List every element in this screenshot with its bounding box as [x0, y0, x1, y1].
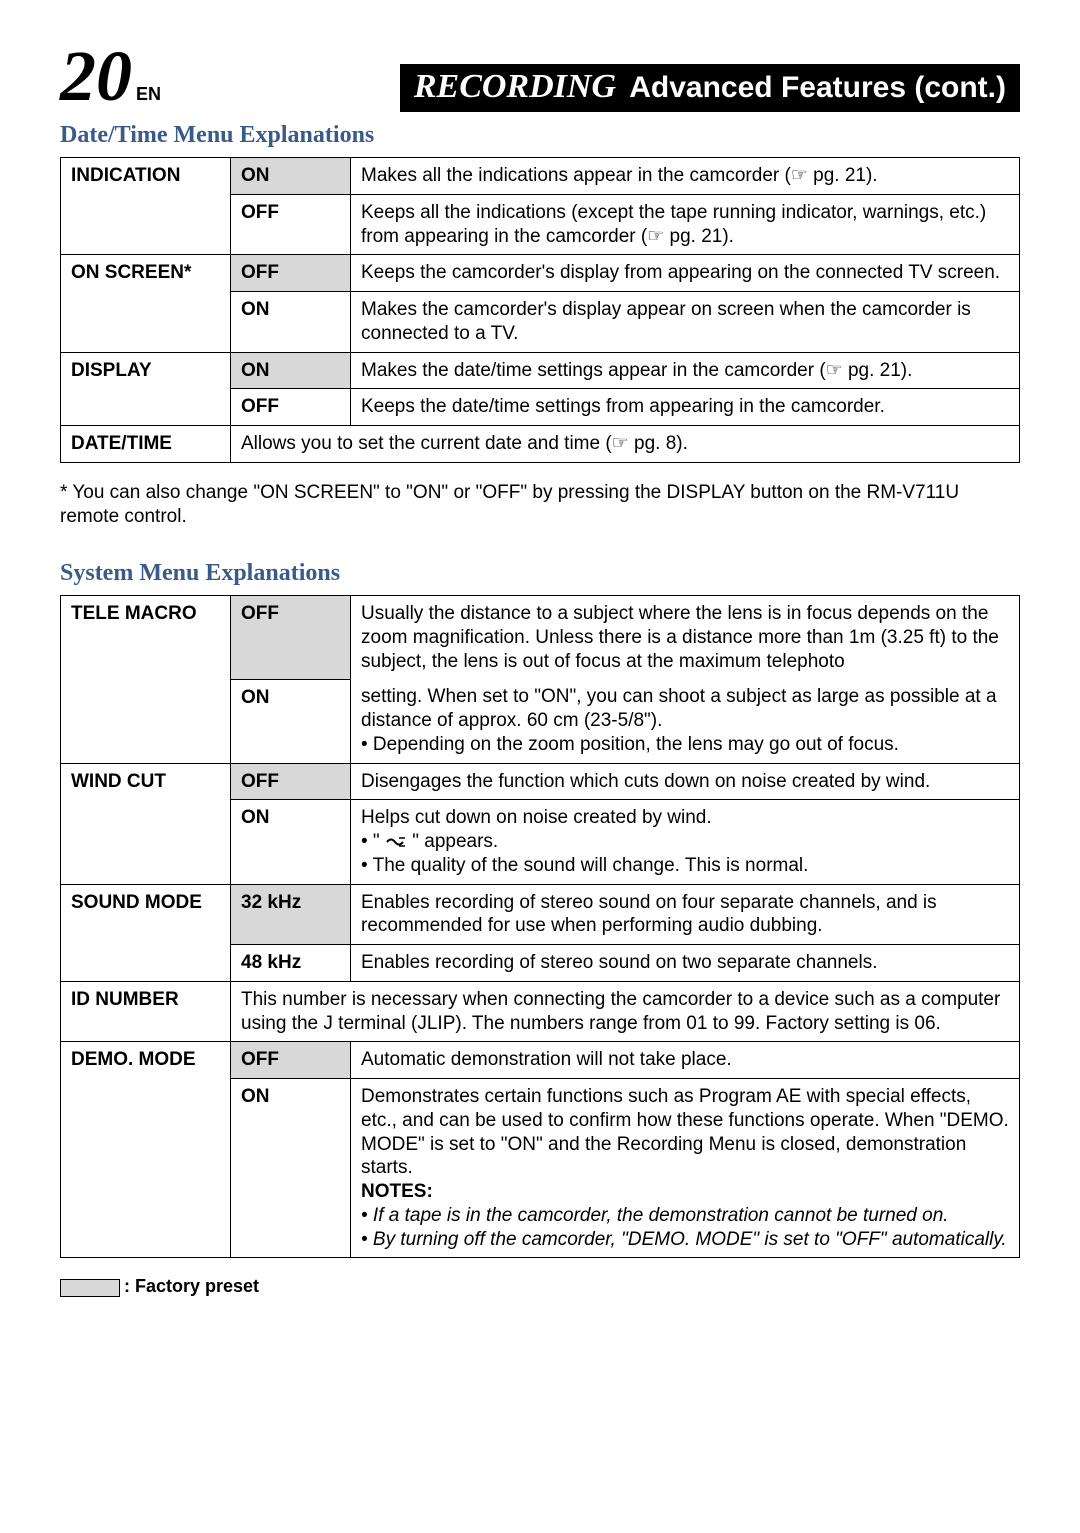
demo-note2: • By turning off the camcorder, "DEMO. M…	[361, 1229, 1007, 1250]
row-opt: ON	[231, 679, 351, 763]
section2-title: System Menu Explanations	[60, 560, 1020, 587]
row-opt: ON	[231, 158, 351, 195]
row-desc: Keeps the camcorder's display from appea…	[351, 255, 1020, 292]
table-row: TELE MACRO OFF Usually the distance to a…	[61, 596, 1020, 680]
section1-title: Date/Time Menu Explanations	[60, 122, 1020, 149]
page-number-block: 20EN	[60, 40, 161, 112]
preset-legend-text: : Factory preset	[124, 1276, 259, 1296]
table-row: DATE/TIMEAllows you to set the current d…	[61, 426, 1020, 463]
title-main: RECORDING	[414, 68, 616, 105]
demo-note1: • If a tape is in the camcorder, the dem…	[361, 1205, 949, 1226]
page-header: 20EN RECORDING Advanced Features (cont.)	[60, 40, 1020, 112]
row-opt: 32 kHz	[231, 884, 351, 945]
row-opt: ON	[231, 1079, 351, 1258]
datetime-menu-table: INDICATIONONMakes all the indications ap…	[60, 157, 1020, 463]
page-number: 20	[60, 36, 132, 116]
row-desc: Allows you to set the current date and t…	[231, 426, 1020, 463]
row-desc: Disengages the function which cuts down …	[351, 763, 1020, 800]
row-label: INDICATION	[61, 158, 231, 255]
row-desc: Automatic demonstration will not take pl…	[351, 1042, 1020, 1079]
wind-icon	[385, 835, 407, 849]
system-menu-table: TELE MACRO OFF Usually the distance to a…	[60, 595, 1020, 1258]
demo-desc: Demonstrates certain functions such as P…	[361, 1086, 1009, 1178]
row-desc: Keeps the date/time settings from appear…	[351, 389, 1020, 426]
windcut-line3: • The quality of the sound will change. …	[361, 855, 808, 876]
row-desc: Demonstrates certain functions such as P…	[351, 1079, 1020, 1258]
row-label: DATE/TIME	[61, 426, 231, 463]
row-desc: Keeps all the indications (except the ta…	[351, 194, 1020, 255]
preset-box-icon	[60, 1279, 120, 1297]
row-desc: Makes the camcorder's display appear on …	[351, 292, 1020, 353]
row-opt: 48 kHz	[231, 945, 351, 982]
table-row: INDICATIONONMakes all the indications ap…	[61, 158, 1020, 195]
row-opt: OFF	[231, 255, 351, 292]
row-desc: Usually the distance to a subject where …	[351, 596, 1020, 680]
windcut-line2: " appears.	[412, 831, 498, 852]
row-label: WIND CUT	[61, 763, 231, 884]
row-desc: Makes all the indications appear in the …	[351, 158, 1020, 195]
preset-legend: : Factory preset	[60, 1276, 1020, 1297]
row-label: TELE MACRO	[61, 596, 231, 764]
table-row: WIND CUT OFF Disengages the function whi…	[61, 763, 1020, 800]
row-opt: OFF	[231, 389, 351, 426]
row-label: DEMO. MODE	[61, 1042, 231, 1258]
title-sub: Advanced Features (cont.)	[629, 71, 1006, 104]
title-bar: RECORDING Advanced Features (cont.)	[400, 64, 1020, 112]
row-label: SOUND MODE	[61, 884, 231, 981]
table-row: ON SCREEN*OFFKeeps the camcorder's displ…	[61, 255, 1020, 292]
row-desc: Enables recording of stereo sound on fou…	[351, 884, 1020, 945]
row-label: DISPLAY	[61, 352, 231, 426]
row-desc: This number is necessary when connecting…	[231, 981, 1020, 1042]
table-row: ID NUMBER This number is necessary when …	[61, 981, 1020, 1042]
row-opt: ON	[231, 800, 351, 884]
row-opt: ON	[231, 352, 351, 389]
row-opt: OFF	[231, 596, 351, 680]
row-label: ID NUMBER	[61, 981, 231, 1042]
table-row: DEMO. MODE OFF Automatic demonstration w…	[61, 1042, 1020, 1079]
notes-label: NOTES:	[361, 1181, 433, 1202]
page-lang: EN	[136, 84, 161, 104]
row-desc: Helps cut down on noise created by wind.…	[351, 800, 1020, 884]
row-opt: OFF	[231, 763, 351, 800]
row-opt: OFF	[231, 194, 351, 255]
table-row: DISPLAYONMakes the date/time settings ap…	[61, 352, 1020, 389]
row-desc: Enables recording of stereo sound on two…	[351, 945, 1020, 982]
row-label: ON SCREEN*	[61, 255, 231, 352]
onscreen-footnote: * You can also change "ON SCREEN" to "ON…	[60, 481, 1020, 530]
row-opt: ON	[231, 292, 351, 353]
windcut-line1: Helps cut down on noise created by wind.	[361, 807, 712, 828]
row-desc: Makes the date/time settings appear in t…	[351, 352, 1020, 389]
row-opt: OFF	[231, 1042, 351, 1079]
row-desc: setting. When set to "ON", you can shoot…	[351, 679, 1020, 763]
table-row: SOUND MODE 32 kHz Enables recording of s…	[61, 884, 1020, 945]
